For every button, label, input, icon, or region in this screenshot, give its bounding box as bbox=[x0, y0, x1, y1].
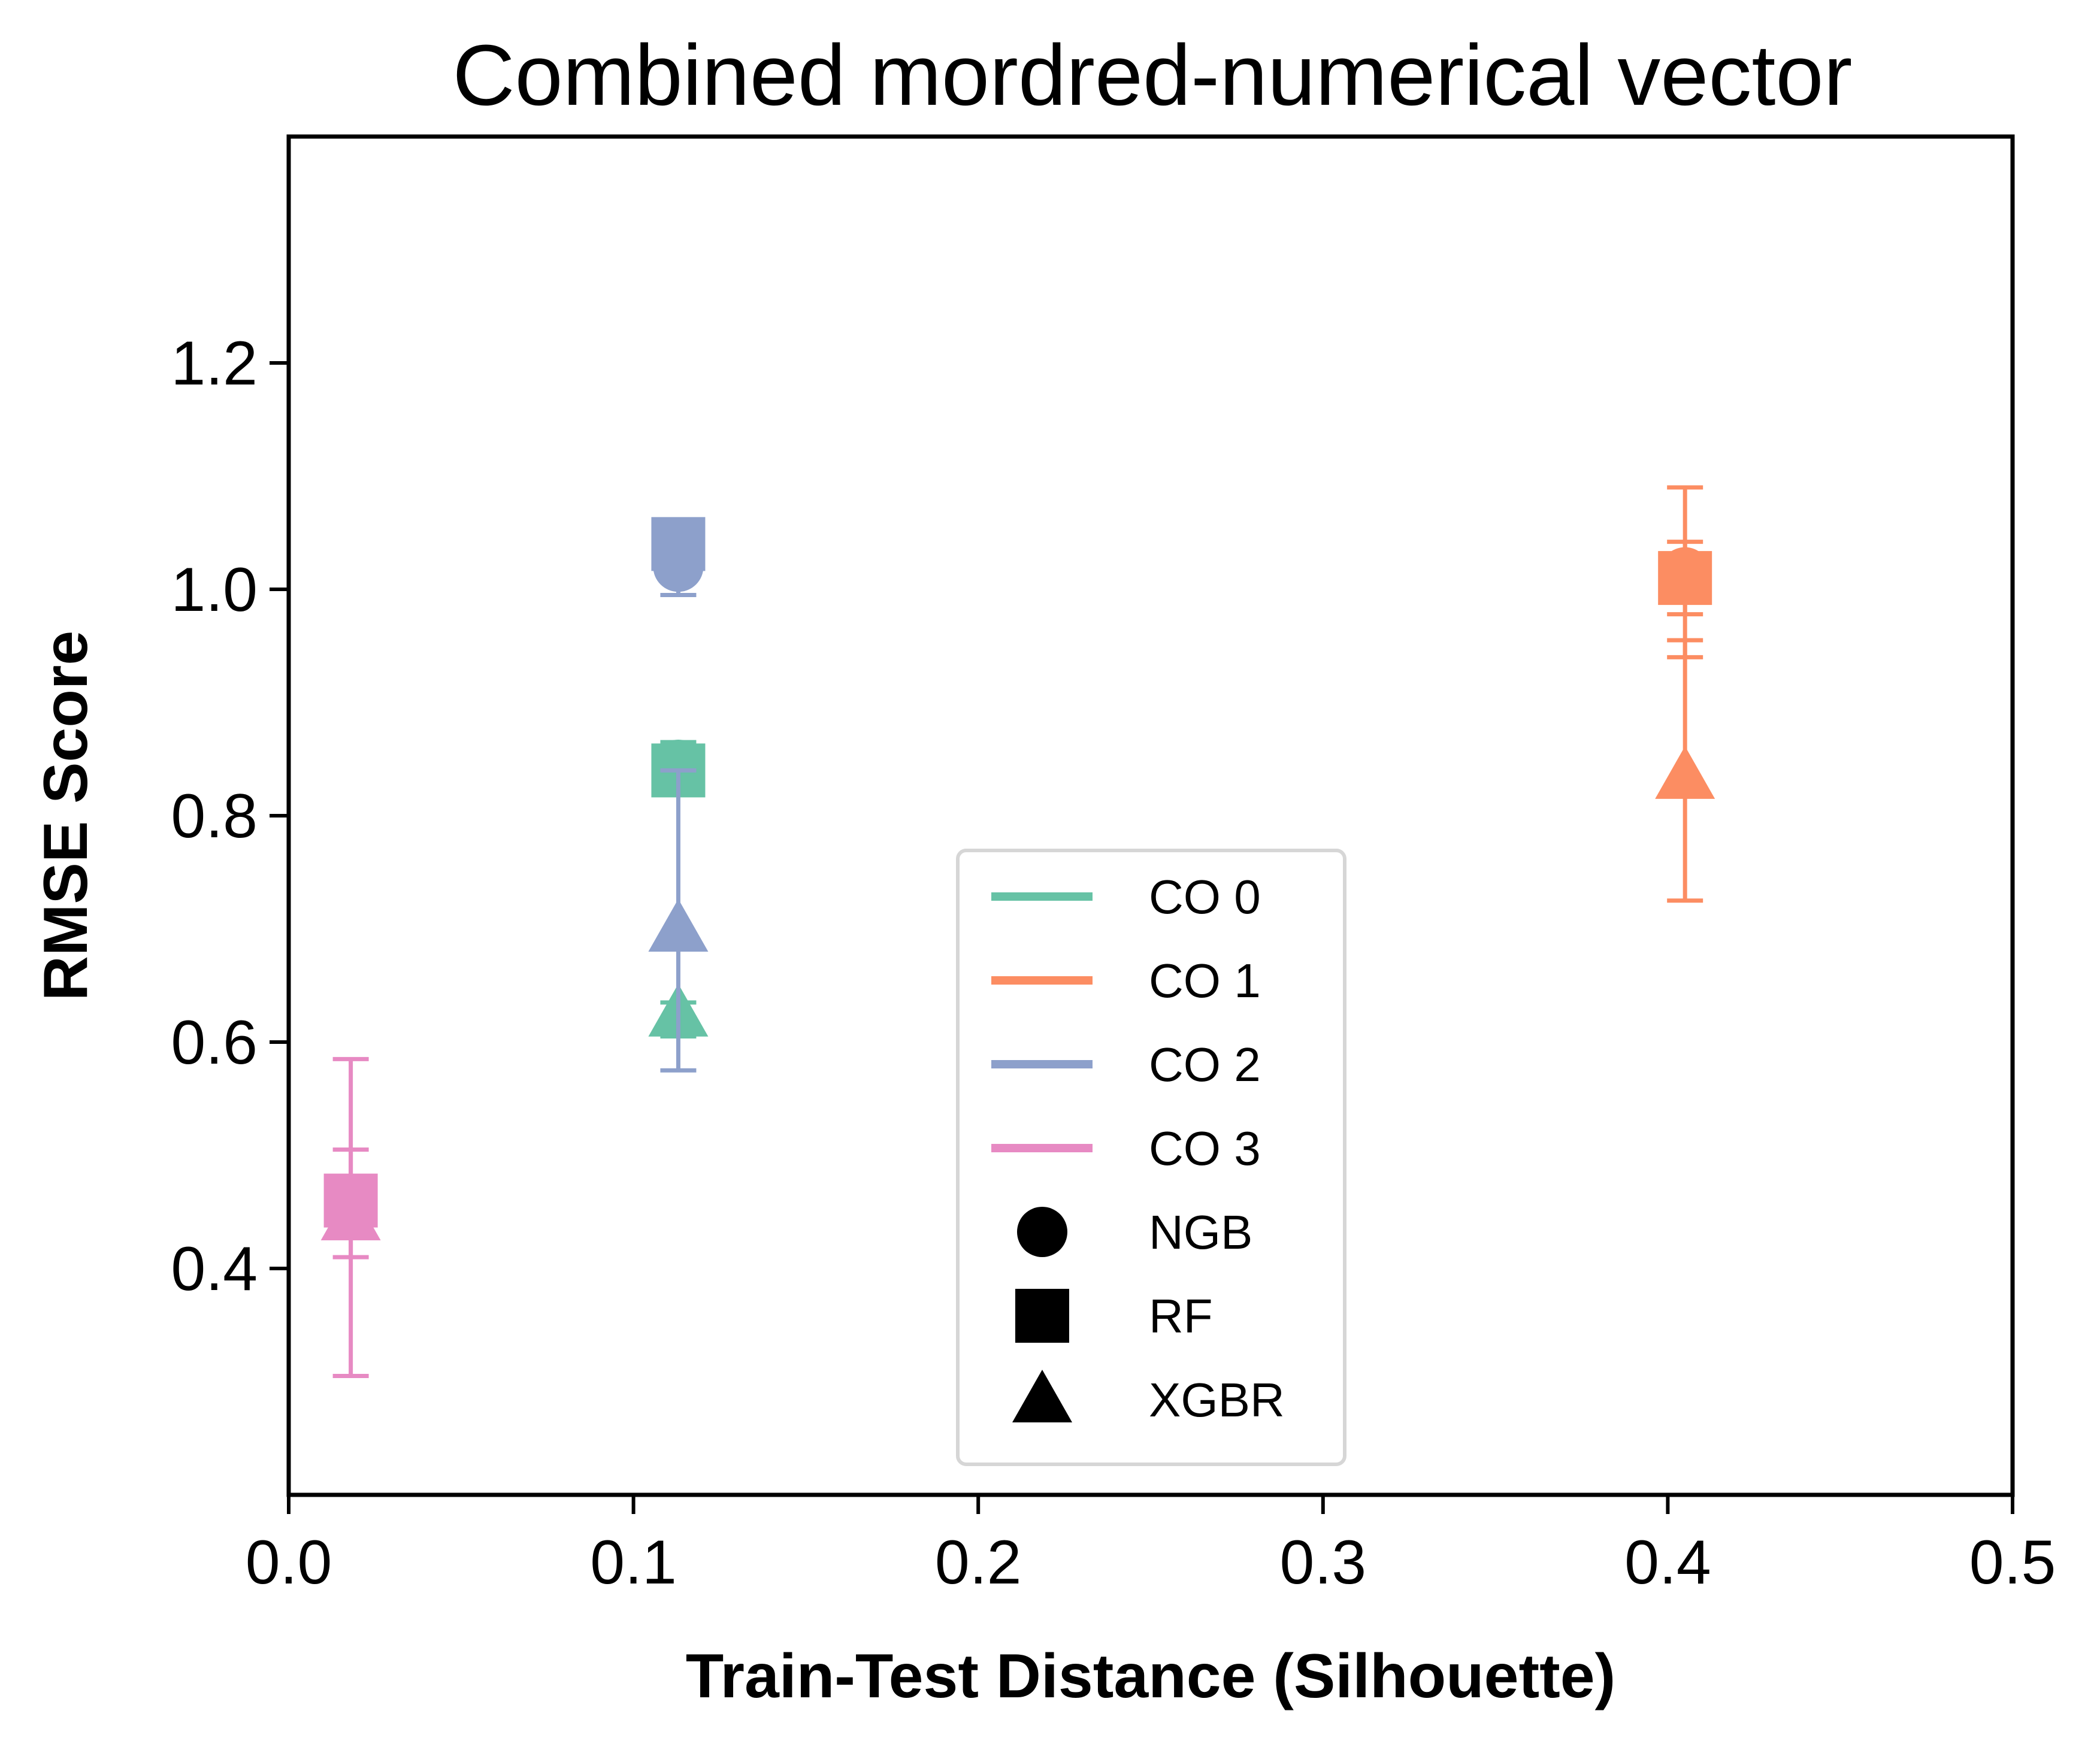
plot-area bbox=[320, 485, 1715, 1379]
legend-marker-ngb bbox=[1017, 1207, 1067, 1257]
data-point-xgbr bbox=[320, 1187, 381, 1240]
x-tick-label: 0.2 bbox=[935, 1528, 1022, 1597]
legend-label-co-3: CO 3 bbox=[1149, 1122, 1261, 1175]
legend-marker-rf bbox=[1015, 1289, 1069, 1343]
legend: CO 0 CO 1 CO 2 CO 3 NGB RF XGBR bbox=[956, 849, 1346, 1466]
x-tick-label: 0.0 bbox=[246, 1528, 332, 1597]
data-point-xgbr bbox=[1655, 746, 1715, 799]
series-co-2 bbox=[648, 517, 709, 1073]
x-tick-label: 0.3 bbox=[1280, 1528, 1367, 1597]
series-co-1 bbox=[1655, 485, 1715, 903]
y-tick-label: 0.8 bbox=[171, 782, 258, 851]
series-co-3 bbox=[320, 1056, 381, 1379]
legend-label-xgbr: XGBR bbox=[1149, 1373, 1285, 1427]
chart-title: Combined mordred-numerical vector bbox=[453, 27, 1853, 123]
x-axis-label: Train-Test Distance (Silhouette) bbox=[686, 1642, 1616, 1711]
axis-ticks: 0.0 0.1 0.2 0.3 0.4 0.5 0.4 0.6 0.8 1.0 1.2 bbox=[171, 329, 2056, 1597]
y-tick-label: 1.0 bbox=[171, 555, 258, 625]
x-tick-label: 0.4 bbox=[1624, 1528, 1711, 1597]
y-tick-label: 0.6 bbox=[171, 1008, 258, 1077]
x-tick-label: 0.5 bbox=[1969, 1528, 2056, 1597]
legend-marker-xgbr bbox=[1012, 1370, 1072, 1422]
x-tick-label: 0.1 bbox=[590, 1528, 677, 1597]
legend-label-rf: RF bbox=[1149, 1289, 1213, 1343]
data-point-rf bbox=[1658, 551, 1712, 605]
y-tick-label: 1.2 bbox=[171, 329, 258, 398]
data-point-rf bbox=[651, 517, 706, 571]
legend-label-ngb: NGB bbox=[1149, 1206, 1252, 1259]
y-axis-label: RMSE Score bbox=[31, 631, 101, 1001]
y-tick-label: 0.4 bbox=[171, 1234, 258, 1304]
data-point-xgbr bbox=[648, 899, 709, 952]
legend-label-co-2: CO 2 bbox=[1149, 1038, 1261, 1091]
legend-label-co-1: CO 1 bbox=[1149, 954, 1261, 1007]
legend-label-co-0: CO 0 bbox=[1149, 870, 1261, 924]
